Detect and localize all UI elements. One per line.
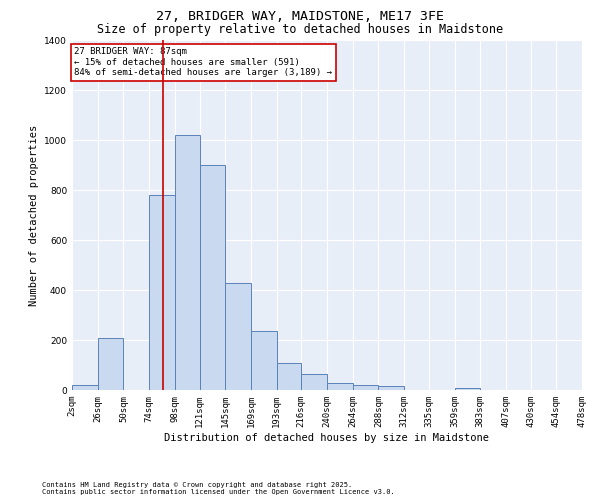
- X-axis label: Distribution of detached houses by size in Maidstone: Distribution of detached houses by size …: [164, 432, 490, 442]
- Bar: [301, 374, 327, 390]
- Y-axis label: Number of detached properties: Number of detached properties: [29, 124, 38, 306]
- Bar: [251, 331, 277, 390]
- Bar: [98, 338, 124, 390]
- Bar: [455, 388, 480, 390]
- Bar: [225, 282, 251, 390]
- Text: Size of property relative to detached houses in Maidstone: Size of property relative to detached ho…: [97, 22, 503, 36]
- Text: 27 BRIDGER WAY: 87sqm
← 15% of detached houses are smaller (591)
84% of semi-det: 27 BRIDGER WAY: 87sqm ← 15% of detached …: [74, 48, 332, 78]
- Bar: [175, 135, 199, 390]
- Bar: [353, 385, 379, 390]
- Text: 27, BRIDGER WAY, MAIDSTONE, ME17 3FE: 27, BRIDGER WAY, MAIDSTONE, ME17 3FE: [156, 10, 444, 23]
- Text: Contains HM Land Registry data © Crown copyright and database right 2025.: Contains HM Land Registry data © Crown c…: [42, 482, 352, 488]
- Bar: [72, 385, 98, 390]
- Bar: [379, 386, 404, 390]
- Bar: [277, 362, 301, 390]
- Bar: [199, 165, 225, 390]
- Bar: [149, 195, 175, 390]
- Text: Contains public sector information licensed under the Open Government Licence v3: Contains public sector information licen…: [42, 489, 395, 495]
- Bar: [327, 382, 353, 390]
